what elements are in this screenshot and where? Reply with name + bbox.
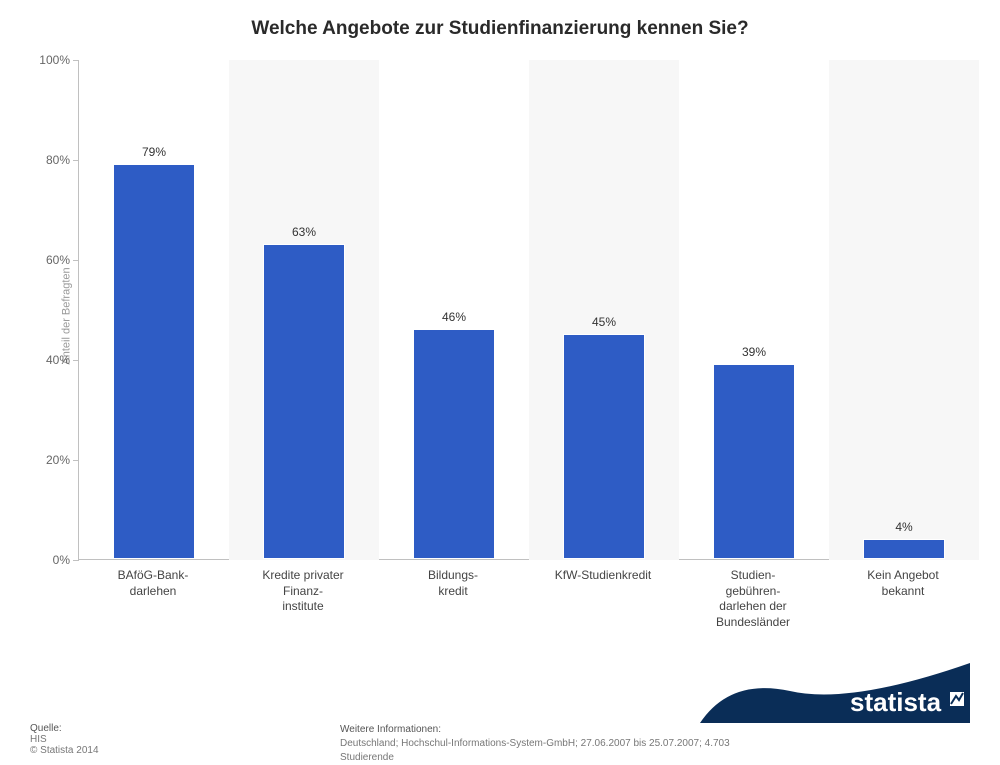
- y-axis-title: Anteil der Befragten: [61, 267, 73, 364]
- y-tick-mark: [73, 460, 79, 461]
- category-label: Bildungs-kredit: [378, 568, 528, 599]
- source-heading: Quelle:: [30, 723, 330, 734]
- bar: 39%: [713, 364, 796, 559]
- y-tick-mark: [73, 160, 79, 161]
- bar-value-label: 79%: [142, 145, 166, 159]
- y-tick-mark: [73, 560, 79, 561]
- y-tick-mark: [73, 260, 79, 261]
- info-heading: Weitere Informationen:: [340, 723, 740, 737]
- source-block: Quelle: HIS © Statista 2014: [30, 723, 330, 756]
- bar-value-label: 46%: [442, 310, 466, 324]
- category-label: Kredite privaterFinanz-institute: [228, 568, 378, 615]
- plot-region: 79% 63% 46% 45% 39% 4%: [78, 60, 978, 560]
- bar: 4%: [863, 539, 946, 559]
- bar-value-label: 63%: [292, 225, 316, 239]
- chart-area: Anteil der Befragten 79%63%46%45%39%4% 0…: [78, 60, 978, 590]
- y-tick-label: 0%: [20, 553, 70, 567]
- category-label: KfW-Studienkredit: [528, 568, 678, 584]
- bar: 79%: [113, 164, 196, 559]
- bar-value-label: 39%: [742, 345, 766, 359]
- plot-band: [829, 60, 979, 560]
- y-tick-label: 60%: [20, 253, 70, 267]
- info-text: Deutschland; Hochschul-Informations-Syst…: [340, 737, 740, 765]
- chart-title: Welche Angebote zur Studienfinanzierung …: [0, 0, 1000, 40]
- category-label: BAföG-Bank-darlehen: [78, 568, 228, 599]
- svg-text:statista: statista: [850, 687, 942, 717]
- y-tick-label: 40%: [20, 353, 70, 367]
- y-tick-label: 20%: [20, 453, 70, 467]
- bar: 45%: [563, 334, 646, 559]
- bar: 63%: [263, 244, 346, 559]
- bar-value-label: 4%: [895, 520, 912, 534]
- y-tick-mark: [73, 60, 79, 61]
- y-tick-label: 80%: [20, 153, 70, 167]
- bar-value-label: 45%: [592, 315, 616, 329]
- y-tick-mark: [73, 360, 79, 361]
- source-line: HIS: [30, 734, 330, 745]
- y-tick-label: 100%: [20, 53, 70, 67]
- category-label: Studien-gebühren-darlehen derBundeslände…: [678, 568, 828, 630]
- category-label: Kein Angebotbekannt: [828, 568, 978, 599]
- bar: 46%: [413, 329, 496, 559]
- info-block: Weitere Informationen: Deutschland; Hoch…: [340, 723, 740, 765]
- statista-logo: statista: [700, 663, 970, 723]
- copyright-line: © Statista 2014: [30, 745, 330, 756]
